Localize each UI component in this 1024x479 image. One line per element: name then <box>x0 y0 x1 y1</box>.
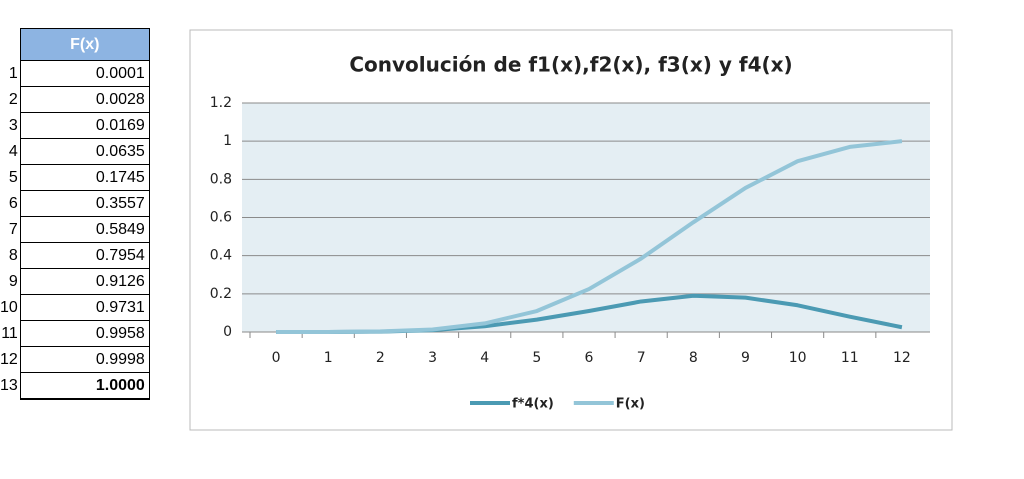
cell-value: 0.9958 <box>19 320 150 347</box>
x-tick-label: 6 <box>585 350 594 366</box>
y-tick-label: 0 <box>223 324 232 340</box>
row-number: 7 <box>8 220 18 238</box>
cell-value: 0.1745 <box>19 164 150 191</box>
table-row: 11 0.9958 <box>0 320 150 347</box>
table-row: 5 0.1745 <box>0 164 150 191</box>
row-number: 13 <box>0 376 18 394</box>
x-tick-label: 5 <box>532 350 541 366</box>
table-row: 8 0.7954 <box>0 242 150 269</box>
table-header: F(x) <box>19 28 150 61</box>
x-tick-label: 4 <box>480 350 489 366</box>
row-number: 8 <box>8 246 18 264</box>
x-tick-label: 10 <box>789 350 807 366</box>
row-number: 11 <box>1 324 18 342</box>
y-tick-label: 0.4 <box>210 248 232 264</box>
data-table: F(x) 1 0.0001 2 0.0028 3 0.0169 4 0.0635 5 0.1745… <box>0 28 150 400</box>
cell-value: 0.7954 <box>19 242 150 269</box>
table-row: 12 0.9998 <box>0 346 150 373</box>
x-tick-label: 0 <box>272 350 281 366</box>
legend-label: f*4(x) <box>512 397 554 412</box>
cell-value: 1.0000 <box>19 372 150 400</box>
x-tick-label: 1 <box>324 350 333 366</box>
x-tick-label: 11 <box>841 350 859 366</box>
legend-label: F(x) <box>616 397 645 412</box>
cell-value: 0.0169 <box>19 112 150 139</box>
chart-title: Convolución de f1(x),f2(x), f3(x) y f4(x… <box>349 53 792 77</box>
cell-value: 0.9998 <box>19 346 150 373</box>
x-tick-label: 9 <box>741 350 750 366</box>
row-number: 1 <box>8 64 18 82</box>
x-tick-label: 12 <box>893 350 911 366</box>
table-row: 13 1.0000 <box>0 372 150 400</box>
row-number: 3 <box>8 116 18 134</box>
y-tick-label: 0.8 <box>210 171 232 187</box>
series-line <box>276 139 903 334</box>
x-tick-label: 7 <box>637 350 646 366</box>
row-number: 2 <box>8 90 18 108</box>
row-number: 4 <box>8 142 18 160</box>
row-number: 10 <box>0 298 18 316</box>
table-row: 3 0.0169 <box>0 112 150 139</box>
x-tick-label: 8 <box>689 350 698 366</box>
cell-value: 0.3557 <box>19 190 150 217</box>
y-tick-label: 1.2 <box>210 95 232 111</box>
row-number: 9 <box>8 272 18 290</box>
x-tick-label: 3 <box>428 350 437 366</box>
x-tick-label: 2 <box>376 350 385 366</box>
row-number: 12 <box>0 350 18 368</box>
table-row: 6 0.3557 <box>0 190 150 217</box>
y-tick-label: 0.6 <box>210 210 232 226</box>
y-tick-label: 0.2 <box>210 286 232 302</box>
row-number: 6 <box>8 194 18 212</box>
y-tick-label: 1 <box>223 133 232 149</box>
row-number: 5 <box>8 168 18 186</box>
